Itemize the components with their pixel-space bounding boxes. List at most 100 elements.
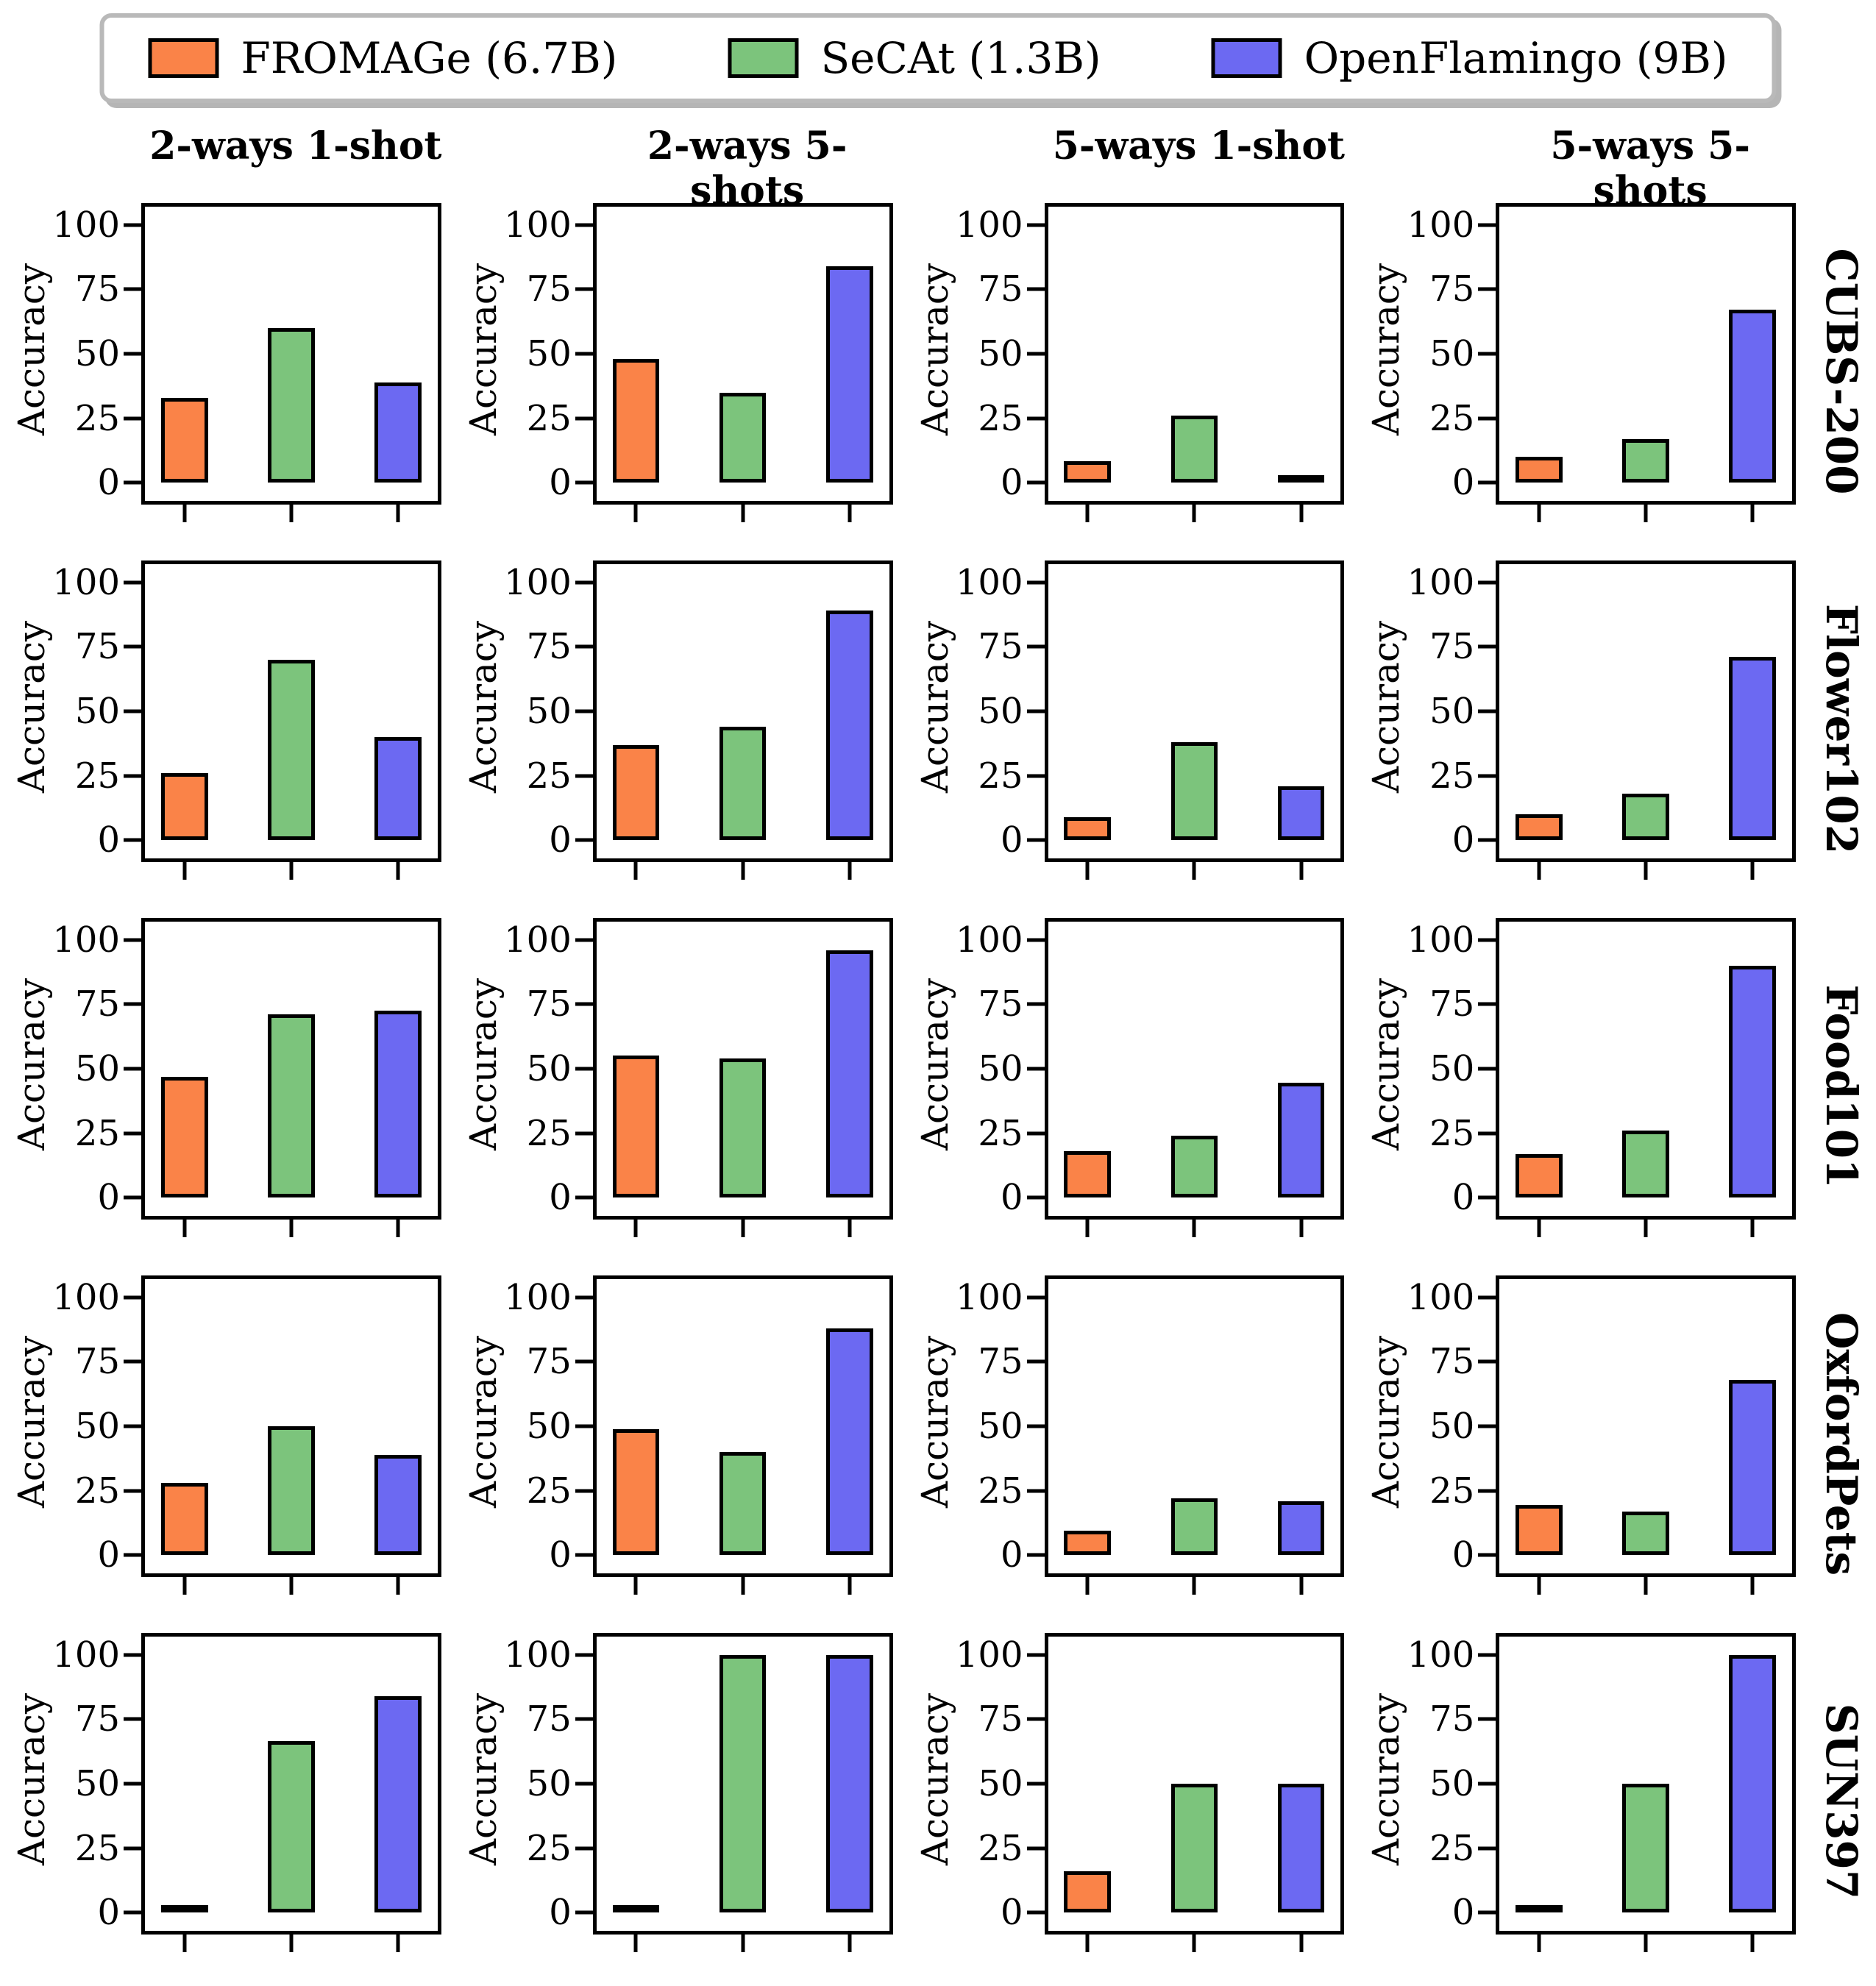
y-tick-mark <box>1478 938 1496 942</box>
y-tick-mark <box>124 1295 141 1300</box>
y-tick-label: 0 <box>549 1534 572 1576</box>
y-tick-mark <box>124 838 141 842</box>
legend-item: SeCAt (1.3B) <box>728 37 1101 79</box>
y-tick-mark <box>1478 1653 1496 1657</box>
y-tick-label: 75 <box>526 983 572 1025</box>
y-tick-mark <box>575 287 593 291</box>
y-axis-title: Accuracy <box>1360 193 1412 506</box>
y-tick-label: 50 <box>978 1763 1023 1804</box>
x-tick-mark <box>1192 505 1196 522</box>
bar-secat <box>1170 1784 1218 1913</box>
y-tick-mark <box>575 838 593 842</box>
bar-fromage <box>612 1905 660 1913</box>
y-tick-label: 100 <box>955 1634 1023 1676</box>
x-tick-mark <box>1537 862 1541 880</box>
y-tick-label: 0 <box>549 1177 572 1219</box>
y-tick-mark <box>575 1067 593 1071</box>
y-tick-label: 25 <box>74 755 120 797</box>
subplot-oxfordpets-col4: Accuracy 0 25 50 75 100 <box>1354 1265 1806 1623</box>
bar-secat <box>719 392 767 483</box>
bar-openflamingo <box>1277 1501 1325 1556</box>
y-tick-label: 75 <box>1429 983 1475 1025</box>
y-tick-mark <box>124 1067 141 1071</box>
y-axis-title-text: Accuracy <box>461 620 505 794</box>
bar-fromage <box>1064 816 1111 841</box>
y-tick-label: 75 <box>1429 1341 1475 1383</box>
y-tick-label: 0 <box>1452 1534 1475 1576</box>
y-tick-label: 25 <box>978 1112 1023 1154</box>
legend-label: SeCAt (1.3B) <box>820 33 1101 83</box>
y-tick-label: 50 <box>74 333 120 374</box>
x-tick-mark <box>1299 862 1304 880</box>
y-tick-mark <box>1478 709 1496 713</box>
x-tick-mark <box>1750 1577 1755 1595</box>
x-tick-mark <box>182 1220 187 1237</box>
x-tick-mark <box>1644 505 1648 522</box>
y-tick-mark <box>575 1717 593 1721</box>
x-tick-mark <box>1192 1577 1196 1595</box>
y-tick-label: 50 <box>978 333 1023 374</box>
y-tick-mark <box>1026 480 1045 485</box>
x-tick-mark <box>396 505 400 522</box>
legend-swatch-icon <box>148 38 219 78</box>
y-tick-mark <box>124 1782 141 1786</box>
x-tick-mark <box>1750 1220 1755 1237</box>
x-tick-mark <box>848 1220 852 1237</box>
x-tick-mark <box>1299 1935 1304 1952</box>
bar-fromage <box>612 1056 660 1198</box>
y-tick-label: 100 <box>52 919 120 961</box>
subplot-food101-col3: Accuracy 0 25 50 75 100 <box>903 908 1355 1265</box>
y-tick-mark <box>1026 223 1045 227</box>
y-tick-mark <box>1478 1489 1496 1493</box>
y-tick-mark <box>575 1295 593 1300</box>
row-label-text: OxfordPets <box>1816 1311 1866 1576</box>
y-tick-mark <box>1026 580 1045 585</box>
y-tick-mark <box>1026 1295 1045 1300</box>
y-axis-title-text: Accuracy <box>10 1335 53 1509</box>
y-tick-label: 100 <box>955 1276 1023 1318</box>
y-tick-mark <box>1478 1195 1496 1200</box>
y-axis-title: Accuracy <box>909 1265 961 1579</box>
plot-box: 0 25 50 75 100 <box>504 1275 893 1595</box>
column-titles: 2-ways 1-shot 2-ways 5-shots 5-ways 1-shot… <box>0 124 1876 213</box>
y-tick-mark <box>1478 1424 1496 1428</box>
x-tick-mark <box>289 1220 294 1237</box>
plot-box: 0 25 50 75 100 <box>52 1275 441 1595</box>
x-tick-mark <box>289 862 294 880</box>
bar-openflamingo <box>374 737 422 841</box>
plot-box: 0 25 50 75 100 <box>956 203 1345 522</box>
y-tick-mark <box>1478 580 1496 585</box>
y-tick-mark <box>124 938 141 942</box>
y-axis-title-text: Accuracy <box>913 978 956 1151</box>
y-tick-mark <box>1026 1910 1045 1915</box>
y-tick-label: 50 <box>1429 1406 1475 1447</box>
y-tick-mark <box>1478 287 1496 291</box>
y-tick-mark <box>124 1195 141 1200</box>
y-tick-mark <box>124 709 141 713</box>
y-tick-mark <box>575 709 593 713</box>
row-label-text: CUBS-200 <box>1816 248 1866 495</box>
subplot-sun397-col1: Accuracy 0 25 50 75 100 <box>0 1623 452 1980</box>
bar-fromage <box>1516 457 1563 483</box>
y-axis-title: Accuracy <box>1360 1265 1412 1579</box>
y-tick-mark <box>575 1195 593 1200</box>
y-tick-mark <box>575 938 593 942</box>
x-tick-mark <box>1644 1935 1648 1952</box>
y-tick-mark <box>1026 1002 1045 1006</box>
plot-box: 0 25 50 75 100 <box>504 918 893 1237</box>
bar-fromage <box>1516 1905 1563 1913</box>
x-tick-mark <box>396 1935 400 1952</box>
y-axis-title: Accuracy <box>458 550 509 864</box>
y-tick-mark <box>575 1424 593 1428</box>
y-tick-label: 75 <box>1429 268 1475 310</box>
legend-label: OpenFlamingo (9B) <box>1304 33 1728 83</box>
y-axis-title: Accuracy <box>1360 1623 1412 1936</box>
y-axis-title: Accuracy <box>909 550 961 864</box>
y-tick-mark <box>1478 1553 1496 1557</box>
y-tick-mark <box>575 774 593 778</box>
y-axis-title-text: Accuracy <box>913 1335 956 1509</box>
y-tick-label: 50 <box>526 1406 572 1447</box>
y-tick-mark <box>1026 1782 1045 1786</box>
y-tick-mark <box>1026 1359 1045 1364</box>
plot-box: 0 25 50 75 100 <box>504 1633 893 1952</box>
